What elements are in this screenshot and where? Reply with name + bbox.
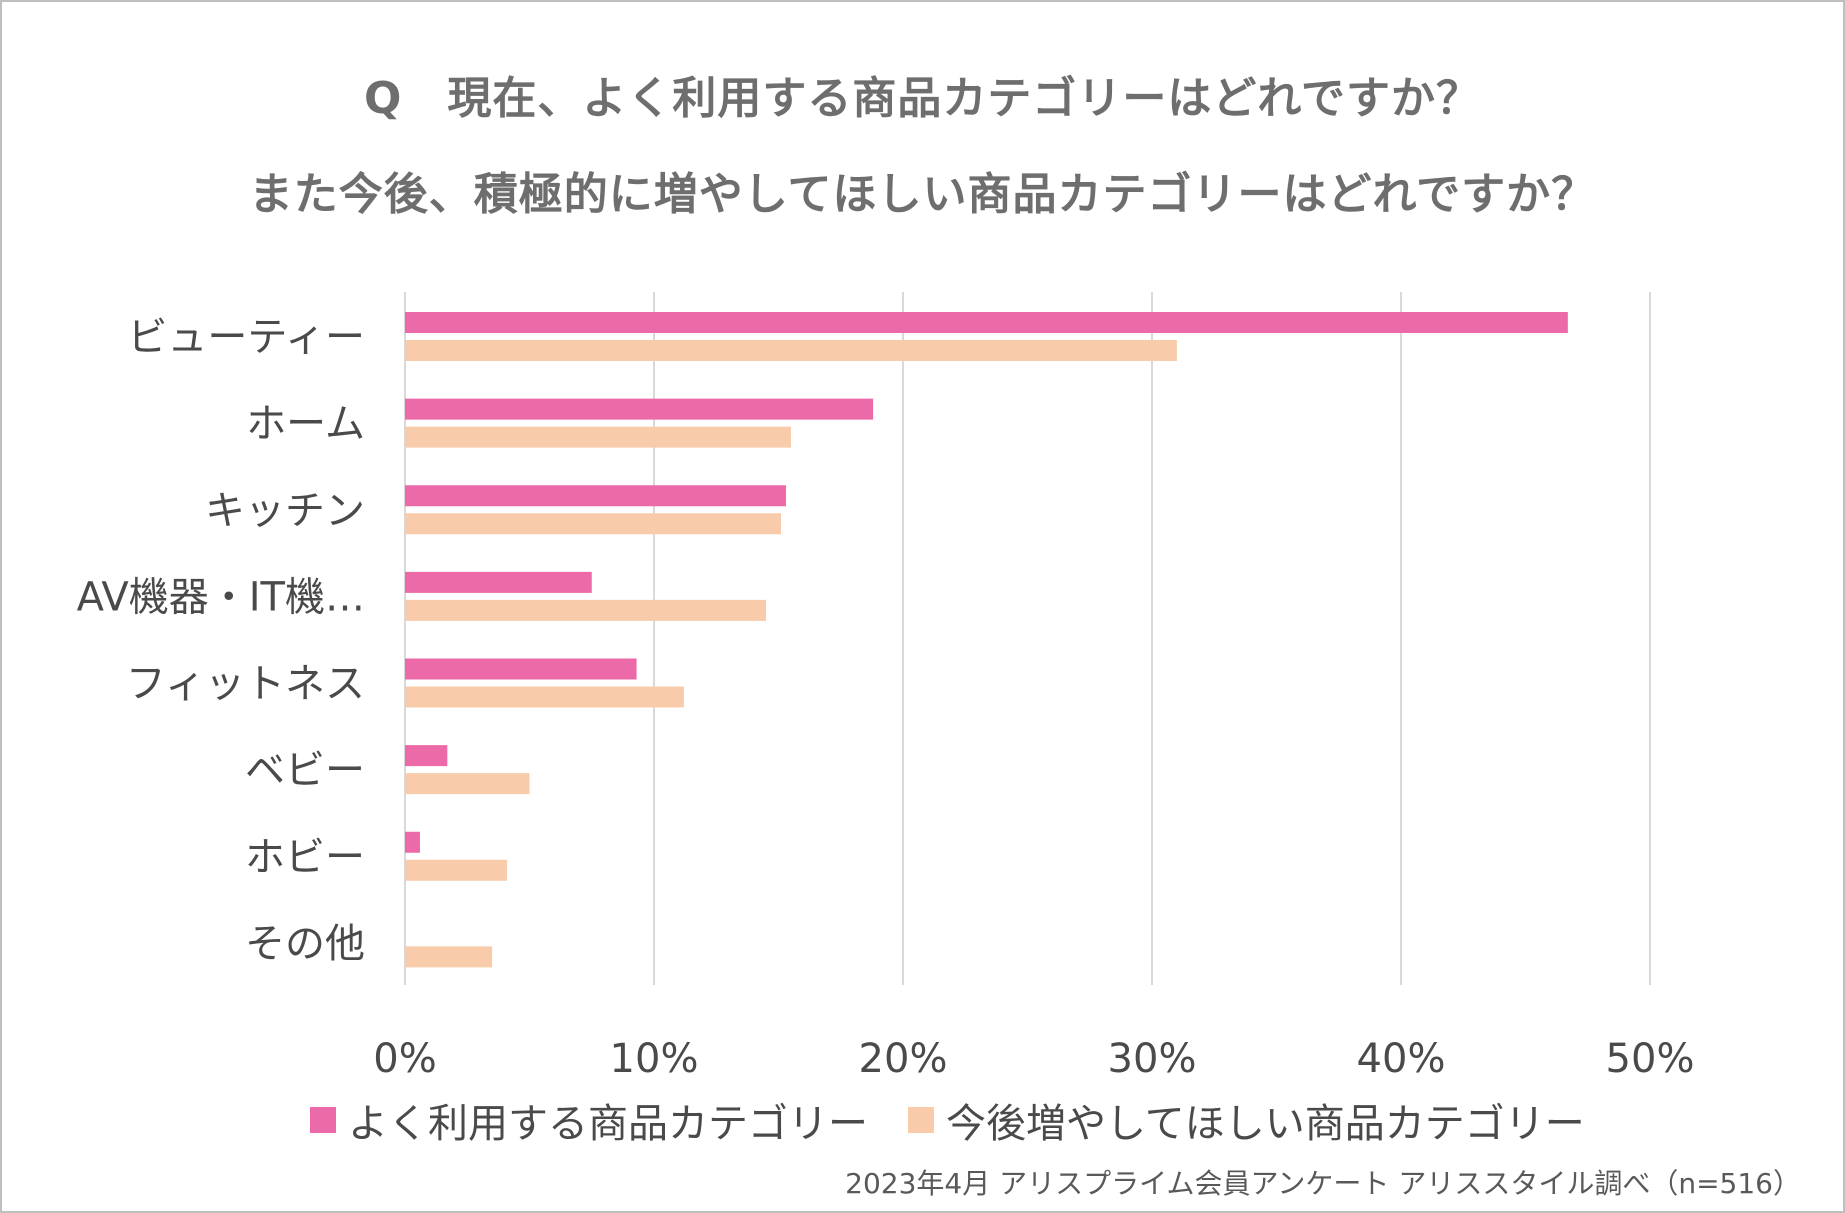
legend-item-current: よく利用する商品カテゴリー [310,1091,868,1149]
category-label-4: フィットネス [126,661,365,707]
category-label-7: その他 [245,921,365,967]
bar-future-6 [405,859,508,881]
bar-future-5 [405,773,530,795]
bar-current-5 [405,745,448,767]
legend-item-future: 今後増やしてほしい商品カテゴリー [908,1091,1585,1149]
legend-swatch-current [310,1107,336,1133]
bar-future-3 [405,599,767,621]
chart-legend: よく利用する商品カテゴリー 今後増やしてほしい商品カテゴリー [310,1092,1585,1148]
bar-future-2 [405,513,781,535]
legend-label-future: 今後増やしてほしい商品カテゴリー [946,1101,1585,1147]
bar-future-0 [405,340,1177,361]
chart-title-line2: また今後、積極的に増やしてほしい商品カテゴリーはどれですか？ [248,169,1597,220]
x-tick-label-30: 30% [1108,1036,1197,1082]
category-label-6: ホビー [245,834,365,880]
category-label-5: ベビー [245,748,365,794]
bar-current-4 [405,658,637,680]
x-tick-label-50: 50% [1606,1036,1695,1082]
bar-current-2 [405,485,786,507]
bar-future-4 [405,686,684,708]
x-tick-label-20: 20% [859,1036,948,1082]
chart-title-line1: Q 現在、よく利用する商品カテゴリーはどれですか？ [363,73,1482,124]
bar-current-1 [405,398,874,420]
category-label-3: AV機器・IT機… [77,574,365,620]
bar-future-7 [405,946,493,968]
legend-label-current: よく利用する商品カテゴリー [348,1101,868,1147]
category-label-0: ビューティー [127,315,365,361]
x-tick-label-10: 10% [610,1036,699,1082]
source-note: 2023年4月 アリスプライム会員アンケート アリススタイル調べ（n=516） [845,1167,1801,1200]
bar-current-6 [405,831,420,853]
bar-current-0 [405,312,1568,333]
x-tick-label-40: 40% [1357,1036,1446,1082]
bar-future-1 [405,426,791,448]
category-label-1: ホーム [246,401,365,447]
legend-swatch-future [908,1107,934,1133]
bar-current-3 [405,571,592,593]
x-tick-label-0: 0% [373,1036,436,1082]
category-label-2: キッチン [205,488,365,534]
